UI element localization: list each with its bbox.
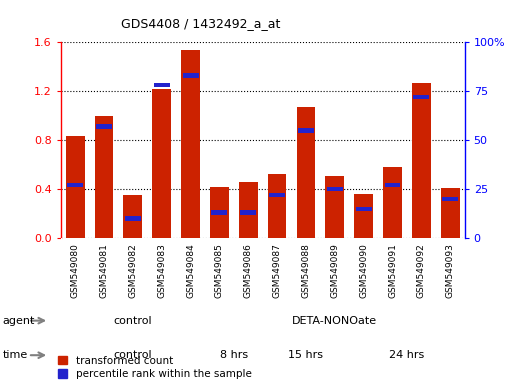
Text: GSM549092: GSM549092 [417, 243, 426, 298]
Bar [183, 73, 199, 78]
Text: GSM549091: GSM549091 [388, 243, 397, 298]
Text: 8 hrs: 8 hrs [220, 350, 248, 360]
Bar [327, 187, 343, 191]
Text: agent: agent [3, 316, 35, 326]
Bar [211, 210, 228, 215]
Text: GDS4408 / 1432492_a_at: GDS4408 / 1432492_a_at [121, 17, 280, 30]
Text: GSM549085: GSM549085 [215, 243, 224, 298]
Bar [441, 188, 459, 238]
Bar [152, 89, 171, 238]
Text: GSM549083: GSM549083 [157, 243, 166, 298]
Text: GSM549081: GSM549081 [99, 243, 108, 298]
Bar [154, 83, 169, 88]
Text: GSM549086: GSM549086 [244, 243, 253, 298]
Legend: transformed count, percentile rank within the sample: transformed count, percentile rank withi… [58, 356, 251, 379]
Text: GSM549084: GSM549084 [186, 243, 195, 298]
Bar [412, 83, 431, 238]
Text: GSM549082: GSM549082 [128, 243, 137, 298]
Bar [125, 216, 141, 221]
Text: GSM549087: GSM549087 [272, 243, 281, 298]
Bar [96, 124, 112, 129]
Text: DETA-NONOate: DETA-NONOate [292, 316, 378, 326]
Bar [269, 193, 285, 197]
Bar [354, 194, 373, 238]
Bar [356, 207, 372, 211]
Text: GSM549088: GSM549088 [301, 243, 310, 298]
Bar [181, 50, 200, 238]
Bar [239, 182, 258, 238]
Bar [124, 195, 142, 238]
Text: GSM549089: GSM549089 [331, 243, 340, 298]
Bar [210, 187, 229, 238]
Text: 15 hrs: 15 hrs [288, 350, 324, 360]
Text: GSM549080: GSM549080 [71, 243, 80, 298]
Bar [268, 174, 287, 238]
Bar [384, 183, 400, 187]
Bar [325, 175, 344, 238]
Text: control: control [114, 316, 152, 326]
Bar [66, 136, 84, 238]
Bar [442, 197, 458, 201]
Bar [383, 167, 402, 238]
Text: GSM549093: GSM549093 [446, 243, 455, 298]
Bar [297, 107, 315, 238]
Text: time: time [3, 350, 28, 360]
Bar [413, 95, 429, 99]
Bar [240, 210, 256, 215]
Text: GSM549090: GSM549090 [359, 243, 368, 298]
Bar [67, 183, 83, 187]
Text: 24 hrs: 24 hrs [389, 350, 425, 360]
Bar [95, 116, 114, 238]
Text: control: control [114, 350, 152, 360]
Bar [298, 128, 314, 132]
